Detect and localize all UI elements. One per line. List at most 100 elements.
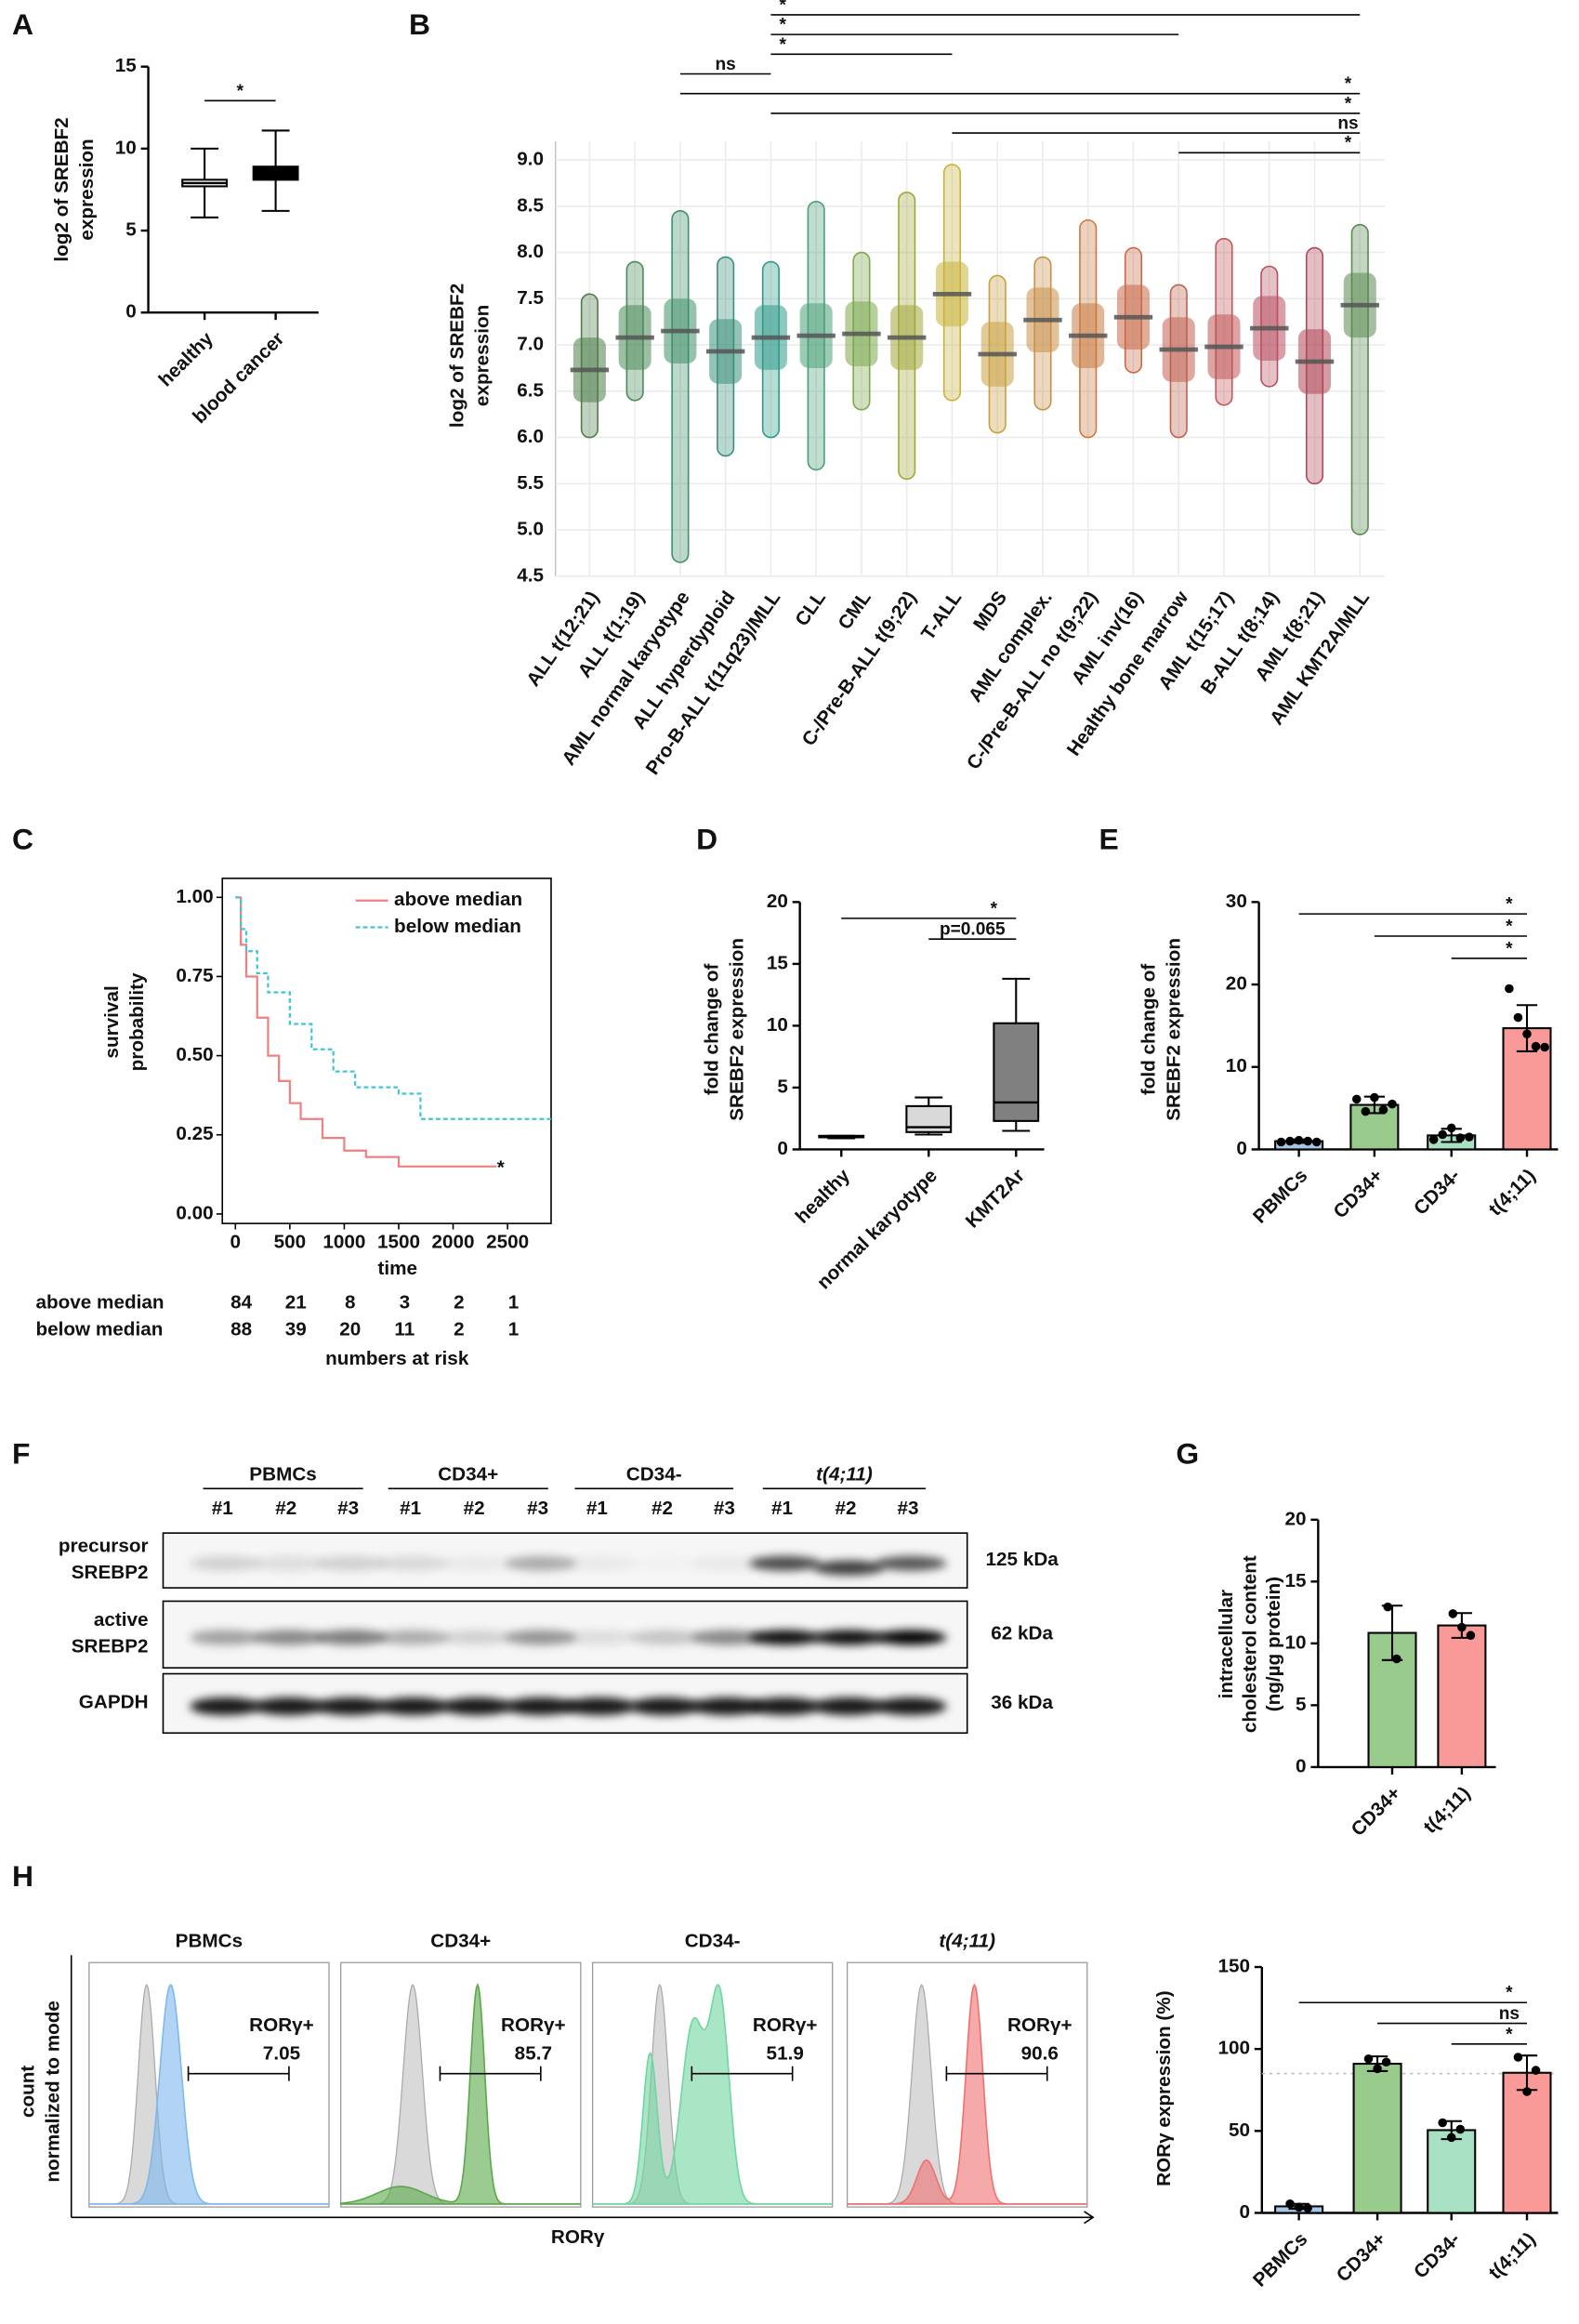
gate (945, 2066, 1048, 2081)
y-axis-label-line: SREBF2 expression (1164, 938, 1185, 1121)
y-axis-label-line: SREBF2 expression (727, 938, 748, 1121)
y-tick-label: 50 (1229, 2119, 1250, 2141)
data-point (1311, 1137, 1322, 1147)
blot-row-label: GAPDH (79, 1692, 149, 1713)
y-tick-label: 5.5 (517, 472, 544, 494)
x-axis-arrow (71, 2211, 1095, 2225)
x-tick-label: PBMCs (1249, 2228, 1312, 2291)
panel-letter: A (12, 7, 33, 41)
y-tick-label: 5 (777, 1076, 788, 1097)
blot-band (190, 1697, 261, 1716)
legend-label: below median (394, 916, 521, 937)
significance-label: * (237, 82, 244, 101)
y-tick-label: 0 (1236, 1138, 1247, 1159)
blot-band (377, 1630, 450, 1645)
blot-lane-label: #3 (337, 1498, 359, 1519)
significance-label: ns (1337, 114, 1358, 134)
blot-band (691, 1697, 763, 1716)
data-point (1383, 1602, 1393, 1612)
significance-label: * (1345, 74, 1352, 94)
y-axis-label-line: fold change of (1138, 964, 1160, 1096)
significance-label: * (1506, 1984, 1513, 2003)
blot-band (875, 1630, 947, 1645)
risk-value: 11 (394, 1318, 414, 1340)
significance-label: * (1506, 895, 1513, 915)
y-axis-label: count normalized to mode (18, 2000, 64, 2183)
x-tick-label: 0 (230, 1231, 242, 1252)
blot-lane-label: #1 (586, 1498, 608, 1519)
y-tick-label: 1.00 (176, 886, 213, 907)
risk-value: 8 (345, 1292, 356, 1314)
data-point (1370, 1092, 1379, 1103)
blot-lane-label: #2 (651, 1498, 673, 1519)
y-axis-label-line: survival (102, 985, 124, 1058)
data-point (1522, 2087, 1532, 2096)
blot-band (629, 1556, 700, 1571)
gate-label: RORγ+ (753, 2014, 818, 2036)
data-point (1285, 2199, 1295, 2209)
y-tick-label: 0 (1240, 2201, 1251, 2223)
data-point (1294, 1135, 1304, 1145)
data-point (1438, 1129, 1447, 1140)
risk-value: 39 (285, 1318, 307, 1340)
y-tick-label: 7.5 (517, 287, 544, 309)
x-tick-label: 2500 (486, 1231, 529, 1252)
y-axis-label: fold change of SREBF2 expression (702, 938, 748, 1121)
y-axis-label-line: probability (127, 972, 149, 1071)
blot-band (691, 1630, 763, 1645)
blot-band (749, 1555, 821, 1571)
gate-label: RORγ+ (1007, 2014, 1072, 2036)
y-axis-label-line: RORγ expression (%) (1154, 1990, 1176, 2186)
y-tick-label: 10 (1285, 1631, 1307, 1653)
blot-size-label: 125 kDa (986, 1549, 1059, 1570)
risk-value: 1 (508, 1318, 520, 1340)
blot-band (253, 1555, 325, 1571)
y-tick-label: 7.0 (517, 334, 544, 355)
x-tick-label: PBMCs (1249, 1165, 1312, 1228)
y-tick-label: 5 (1296, 1694, 1307, 1715)
y-axis-label-line: normalized to mode (43, 2000, 64, 2183)
y-tick-label: 4.5 (517, 564, 544, 586)
y-axis-label-line: cholesterol content (1240, 1555, 1261, 1733)
y-tick-label: 6.5 (517, 379, 544, 401)
y-tick-label: 0.25 (176, 1123, 213, 1144)
risk-value: 21 (285, 1292, 307, 1314)
significance-label: * (779, 35, 786, 55)
blot-lane-label: #1 (771, 1498, 793, 1519)
data-point (1294, 2202, 1304, 2212)
data-point (1392, 1654, 1401, 1664)
risk-value: 2 (454, 1318, 465, 1340)
y-tick-label: 0 (1296, 1755, 1307, 1776)
flow-title: CD34- (685, 1930, 741, 1951)
data-point (1522, 1029, 1532, 1039)
blot-band (875, 1697, 947, 1716)
strip (671, 209, 690, 563)
y-axis-label-line: expression (77, 139, 99, 240)
blot-band (749, 1630, 821, 1645)
data-point (1361, 1106, 1371, 1116)
gate-value: 85.7 (515, 2042, 552, 2064)
y-tick-label: 15 (115, 55, 137, 76)
significance-label: * (779, 0, 786, 15)
bar (1502, 2071, 1552, 2214)
blot-lane-label: #3 (897, 1498, 918, 1519)
x-tick-label: 500 (274, 1231, 307, 1252)
survival-curve (235, 896, 551, 1120)
y-tick-label: 0 (777, 1138, 788, 1159)
strip (1350, 223, 1369, 535)
y-axis-label-line: (ng/µg protein) (1264, 1577, 1285, 1711)
histogram (847, 1983, 1087, 2205)
blot-row-label: precursor SREBP2 (59, 1536, 149, 1584)
y-tick-label: 15 (767, 952, 788, 973)
blot-band (253, 1697, 325, 1716)
risk-value: 1 (508, 1292, 520, 1314)
data-point (1276, 1137, 1286, 1147)
y-tick-label: 10 (115, 137, 137, 158)
blot-band (441, 1630, 513, 1645)
data-point (1455, 1133, 1466, 1142)
blot-band (505, 1630, 577, 1645)
histogram (592, 1984, 833, 2205)
blot-group-label: PBMCs (249, 1463, 316, 1485)
gate-value: 51.9 (767, 2042, 804, 2064)
y-tick-label: 0 (125, 301, 137, 323)
